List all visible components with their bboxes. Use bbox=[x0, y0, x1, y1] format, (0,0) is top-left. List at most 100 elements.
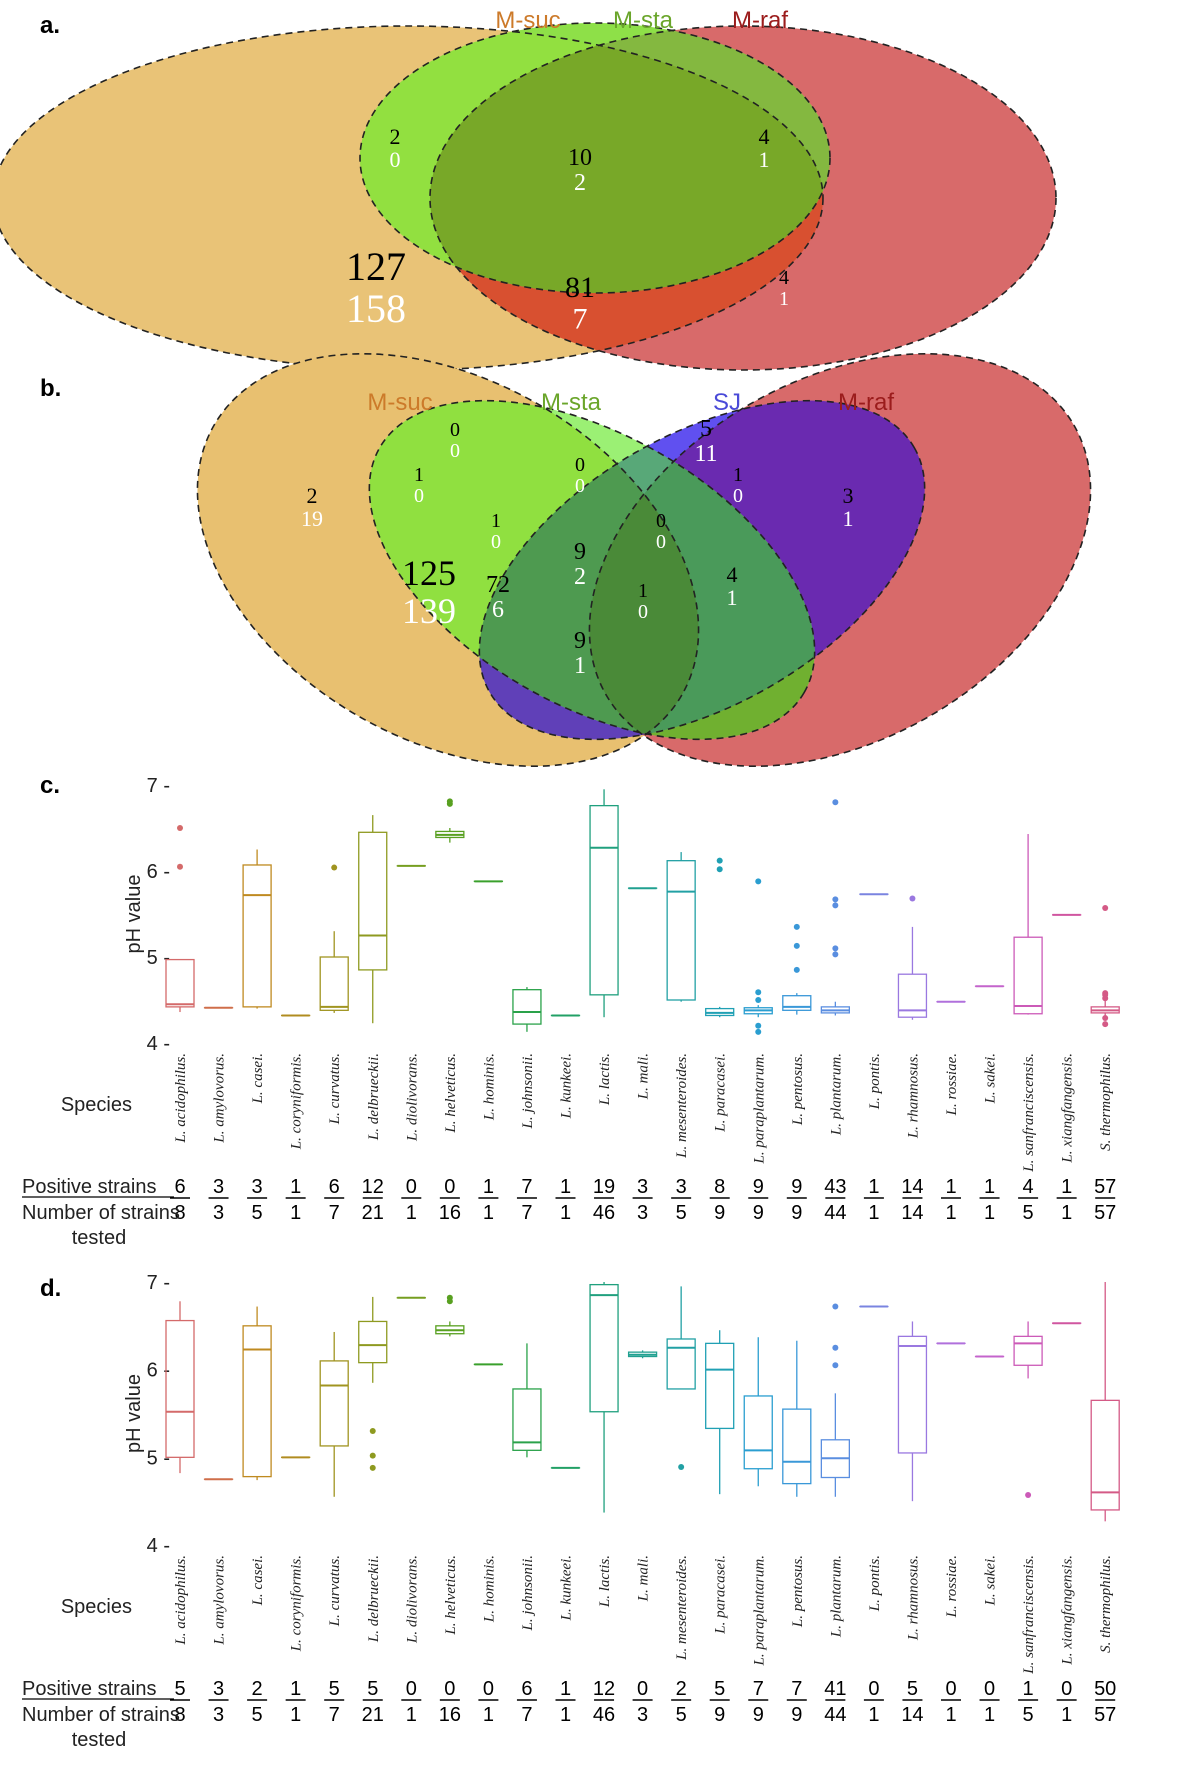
outlier-point bbox=[716, 857, 723, 864]
venn-a-count-white-sta-raf: 1 bbox=[759, 147, 770, 172]
positive-count: 1 bbox=[1061, 1176, 1072, 1198]
positive-count: 0 bbox=[406, 1176, 417, 1198]
tested-count: 44 bbox=[824, 1202, 846, 1224]
positive-count: 1 bbox=[945, 1176, 956, 1198]
outlier-point bbox=[1102, 1015, 1109, 1022]
box-iqr bbox=[512, 989, 542, 1025]
venn-a-count-white-suc-raf: 7 bbox=[573, 303, 588, 336]
outlier-point bbox=[369, 1428, 376, 1435]
venn-b-count-white-suc-sj-raf: 6 bbox=[492, 597, 504, 623]
tested-count: 46 bbox=[593, 1202, 615, 1224]
y-axis-label: pH value bbox=[123, 875, 145, 954]
box-4 bbox=[319, 864, 349, 1013]
outlier-point bbox=[832, 951, 839, 958]
positive-strains-label: Positive strains bbox=[22, 1176, 157, 1198]
venn-b-count-all: 9 bbox=[574, 539, 586, 565]
venn-b-count-sta-raf: 4 bbox=[727, 562, 738, 587]
box-iqr bbox=[589, 804, 619, 996]
tested-count: 5 bbox=[252, 1202, 263, 1224]
species-label: L. helveticus. bbox=[443, 1053, 459, 1134]
species-label: S. thermophilus. bbox=[1098, 1555, 1114, 1653]
venn-b-count-white-suc-sta-sj: 0 bbox=[491, 531, 501, 553]
tested-count: 9 bbox=[714, 1202, 725, 1224]
venn-b-count-sj-only: 5 bbox=[700, 416, 712, 442]
box-iqr bbox=[1013, 1335, 1043, 1366]
positive-count: 6 bbox=[329, 1176, 340, 1198]
outlier-point bbox=[832, 1303, 839, 1310]
positive-strains-label: Positive strains bbox=[22, 1678, 157, 1700]
tested-count: 3 bbox=[213, 1704, 224, 1726]
species-label: L. amylovorus. bbox=[212, 1053, 228, 1144]
species-label: L. plantarum. bbox=[828, 1555, 844, 1638]
box-13 bbox=[666, 852, 696, 1002]
y-tick-label: 7 - bbox=[147, 775, 170, 797]
tested-count: 1 bbox=[945, 1704, 956, 1726]
outlier-point bbox=[755, 878, 762, 885]
species-label: L. mesenteroides. bbox=[674, 1053, 690, 1159]
positive-count: 0 bbox=[1061, 1678, 1072, 1700]
venn-b-count-suc-sj: 125 bbox=[402, 553, 456, 593]
outlier-point bbox=[1025, 1492, 1032, 1499]
positive-count: 0 bbox=[444, 1176, 455, 1198]
box-4 bbox=[319, 1331, 349, 1497]
venn-b-label-m-raf: M-raf bbox=[838, 389, 894, 416]
tested-count: 5 bbox=[1023, 1202, 1034, 1224]
tested-count: 21 bbox=[362, 1704, 384, 1726]
species-label: L. xiangfangensis. bbox=[1060, 1555, 1076, 1666]
outlier-point bbox=[177, 863, 183, 870]
tested-count: 3 bbox=[637, 1704, 648, 1726]
outlier-point bbox=[177, 825, 183, 831]
venn-b-count-white-sta-raf: 1 bbox=[727, 585, 738, 610]
species-label: L. pentosus. bbox=[790, 1555, 806, 1628]
positive-count: 5 bbox=[329, 1678, 340, 1700]
positive-count: 12 bbox=[593, 1678, 615, 1700]
box-iqr bbox=[358, 1320, 388, 1364]
species-label: L. curvatus. bbox=[327, 1053, 343, 1125]
tested-count: 1 bbox=[945, 1202, 956, 1224]
box-5 bbox=[358, 1296, 388, 1471]
tested-count: 1 bbox=[984, 1704, 995, 1726]
y-tick-label: 7 - bbox=[147, 1272, 170, 1294]
venn-b-count-suc-only: 2 bbox=[307, 483, 318, 508]
tested-count: 1 bbox=[290, 1202, 301, 1224]
positive-count: 5 bbox=[367, 1678, 378, 1700]
venn-a-count-sta-only: 2 bbox=[390, 124, 401, 149]
tested-count: 9 bbox=[791, 1202, 802, 1224]
venn-a-label-m-raf: M-raf bbox=[732, 7, 788, 34]
venn-a-count-suc-sta-raf: 10 bbox=[568, 145, 592, 171]
box-iqr bbox=[319, 1360, 349, 1447]
tested-count: 1 bbox=[290, 1704, 301, 1726]
panel-c-letter: c. bbox=[40, 772, 60, 799]
positive-count: 1 bbox=[290, 1678, 301, 1700]
box-11 bbox=[589, 789, 619, 1018]
outlier-point bbox=[1102, 904, 1109, 911]
species-label: L. kunkeei. bbox=[559, 1555, 575, 1621]
box-24 bbox=[1090, 1282, 1120, 1522]
outlier-point bbox=[832, 896, 839, 903]
tested-count: 1 bbox=[483, 1704, 494, 1726]
positive-count: 5 bbox=[907, 1678, 918, 1700]
venn-b-label-m-suc: M-suc bbox=[367, 389, 432, 416]
box-iqr bbox=[1013, 936, 1043, 1015]
venn-b-count-white-suc-sj: 139 bbox=[402, 591, 456, 631]
box-17 bbox=[820, 799, 850, 1016]
venn-b-count-white-suc-raf: 1 bbox=[574, 653, 586, 679]
positive-count: 0 bbox=[637, 1678, 648, 1700]
species-label: S. thermophilus. bbox=[1098, 1053, 1114, 1151]
species-label: L. paraplantarum. bbox=[751, 1555, 767, 1666]
tested-count: 7 bbox=[329, 1202, 340, 1224]
tested-count: 1 bbox=[1061, 1704, 1072, 1726]
tested-count: 9 bbox=[753, 1704, 764, 1726]
venn-a-label-m-suc: M-suc bbox=[495, 7, 560, 34]
box-22 bbox=[1013, 1321, 1043, 1499]
positive-count: 7 bbox=[521, 1176, 532, 1198]
venn-b-count-sj-raf: 1 bbox=[733, 464, 743, 486]
venn-b-count-suc-sta-sj: 1 bbox=[491, 510, 501, 532]
species-label: L. paracasei. bbox=[713, 1555, 729, 1635]
positive-count: 1 bbox=[483, 1176, 494, 1198]
tested-count: 5 bbox=[676, 1202, 687, 1224]
venn-b-count-white-suc-sta-raf: 0 bbox=[638, 601, 648, 623]
tested-count: 5 bbox=[676, 1704, 687, 1726]
